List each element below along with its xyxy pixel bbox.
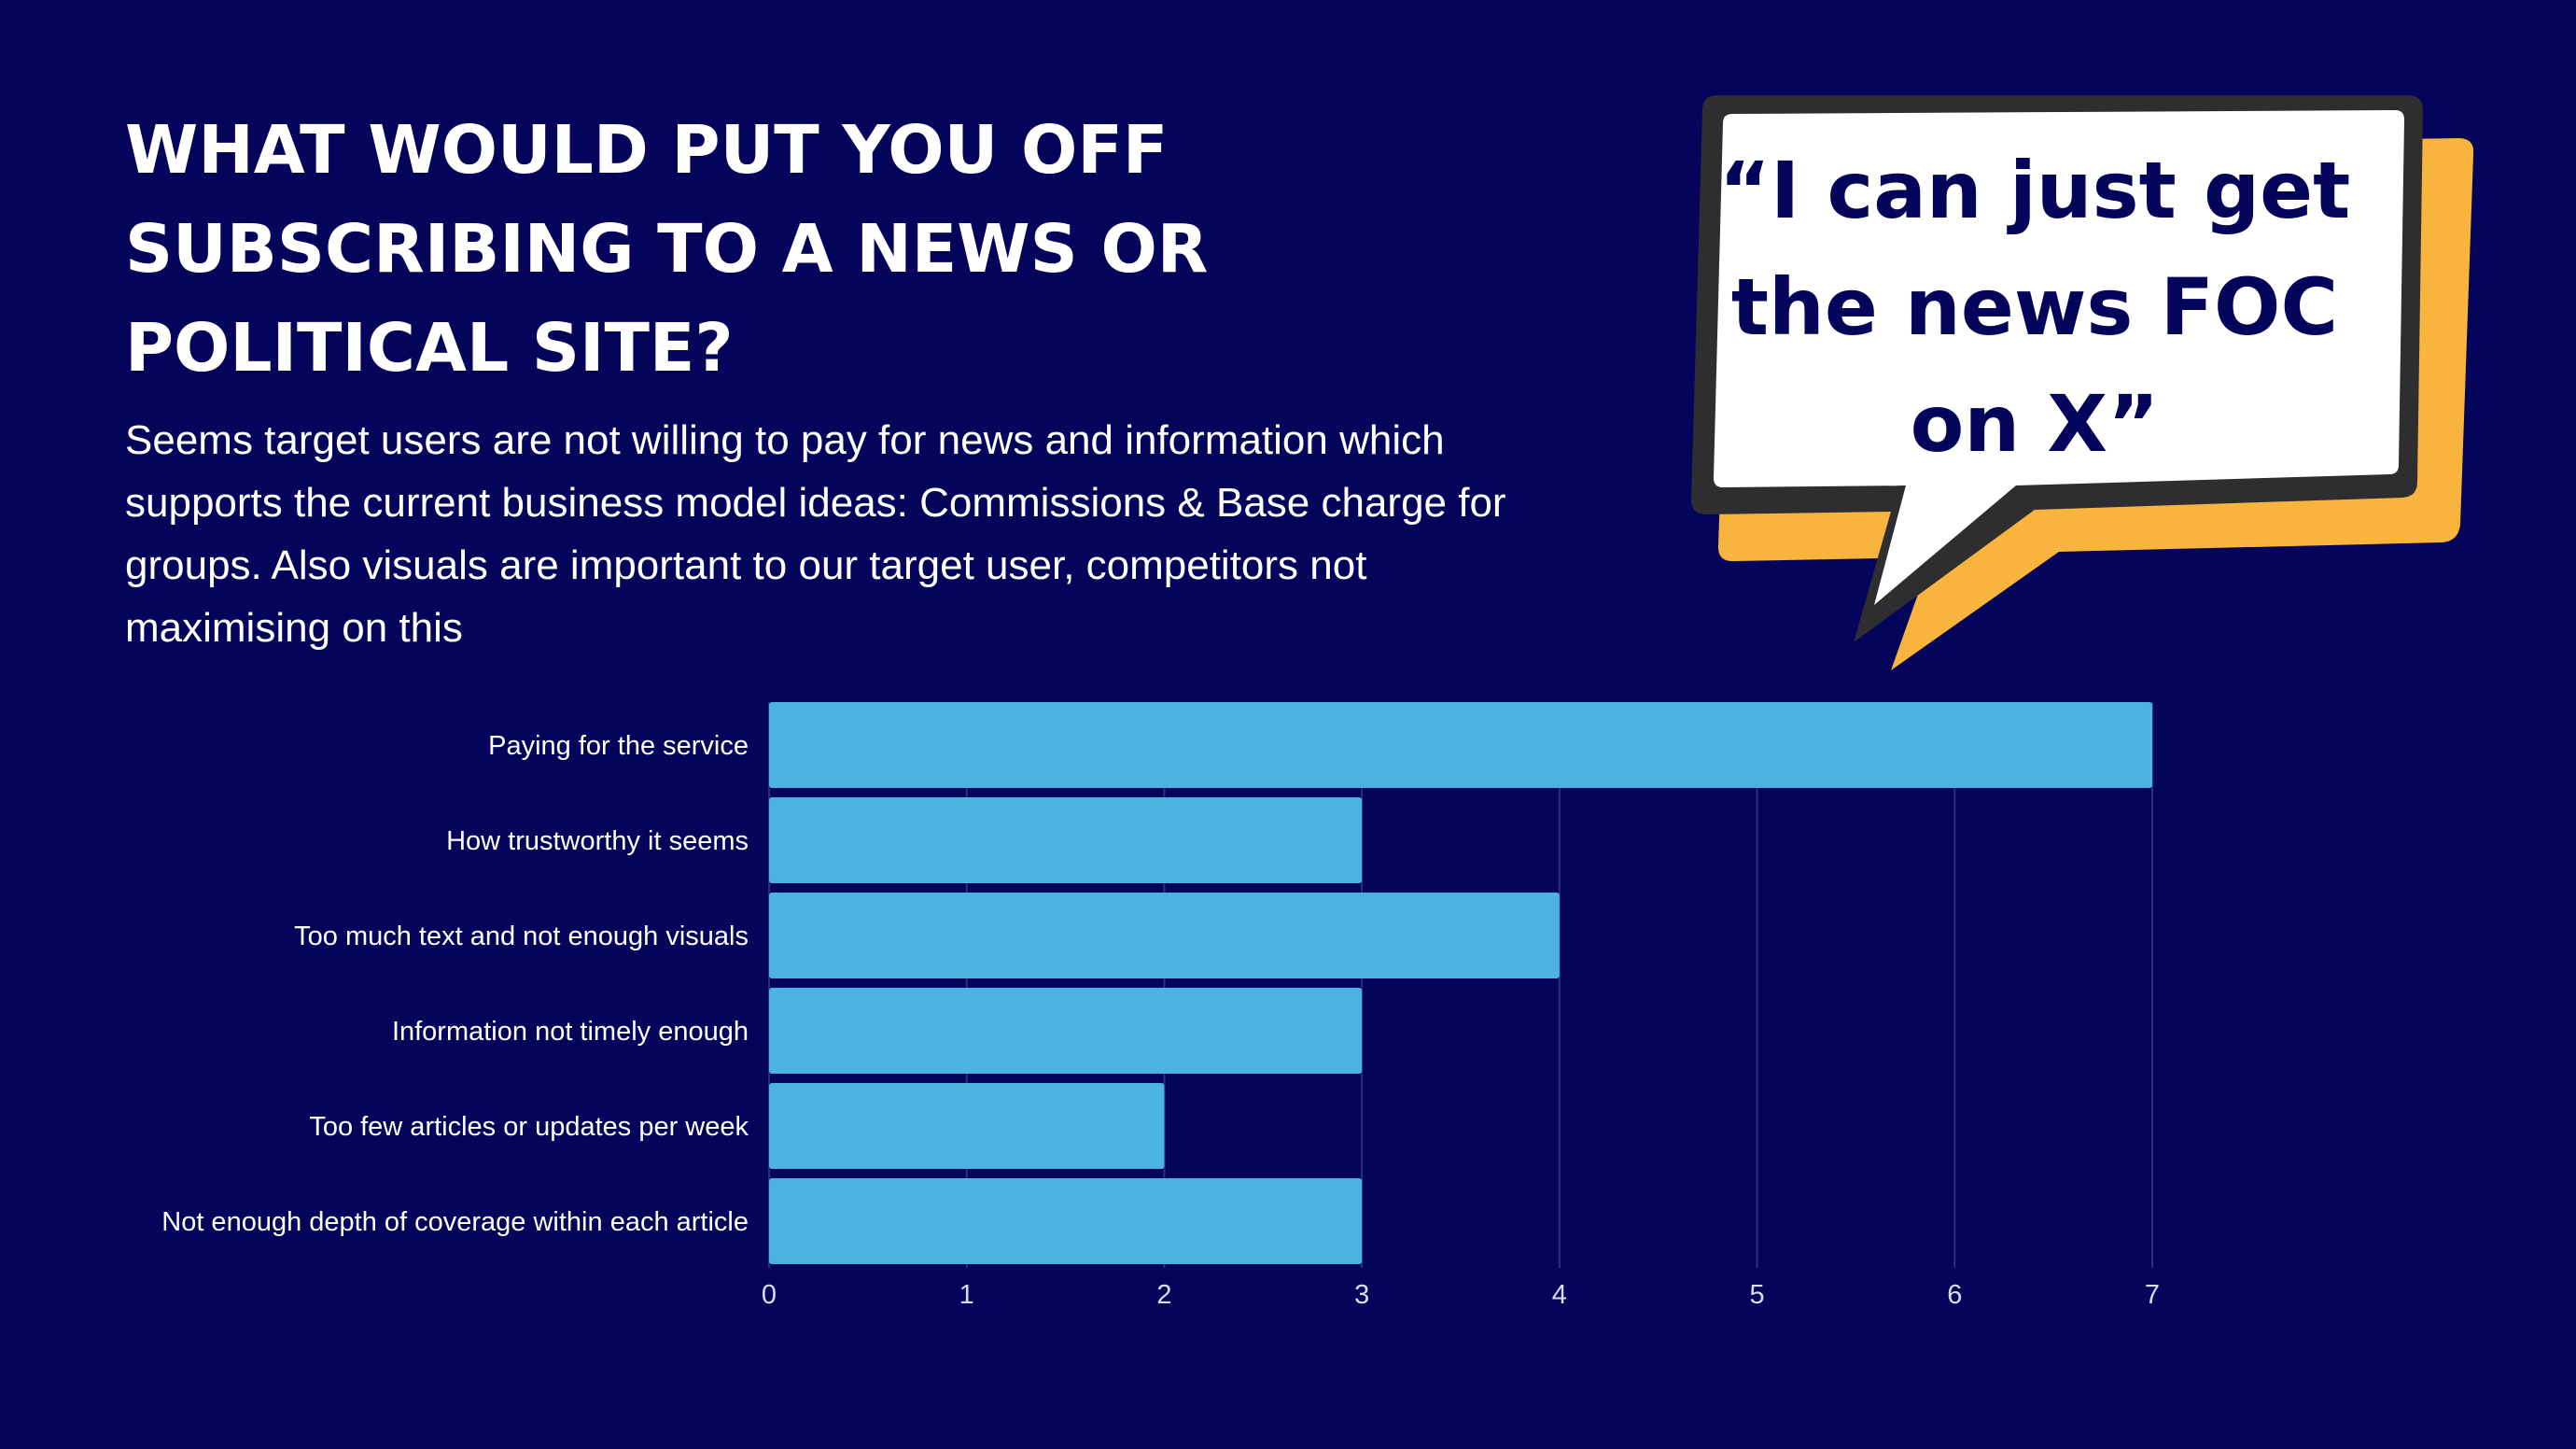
bar: [769, 988, 1363, 1074]
quote-text: “I can just get the news FOC on X”: [1708, 133, 2361, 483]
grid-lines: [768, 702, 2153, 1268]
quote-line: on X”: [1910, 378, 2160, 470]
x-tick-label: 4: [1552, 1280, 1567, 1310]
category-labels: Paying for the service How trustworthy it…: [161, 731, 749, 1237]
subtitle-line: supports the current business model idea…: [125, 480, 1506, 526]
bar: [769, 1083, 1165, 1169]
category-label: Too few articles or updates per week: [309, 1112, 749, 1142]
title-line: WHAT WOULD PUT YOU OFF: [125, 111, 1169, 189]
category-label: Paying for the service: [488, 731, 749, 761]
category-label: How trustworthy it seems: [446, 826, 749, 856]
category-label: Too much text and not enough visuals: [294, 921, 749, 951]
x-tick-label: 6: [1947, 1280, 1962, 1310]
title-line: POLITICAL SITE?: [125, 309, 734, 387]
bar: [769, 1178, 1363, 1264]
quote-line: “I can just get: [1718, 145, 2351, 236]
subtitle: Seems target users are not willing to pa…: [125, 409, 1618, 659]
category-label: Not enough depth of coverage within each…: [161, 1207, 749, 1237]
title-line: SUBSCRIBING TO A NEWS OR: [125, 210, 1209, 288]
x-tick-label: 1: [959, 1280, 974, 1310]
bar: [769, 893, 1560, 978]
bar: [769, 797, 1363, 883]
x-tick-labels: 0 1 2 3 4 5 6 7: [762, 1280, 2160, 1310]
category-label: Information not timely enough: [392, 1017, 749, 1047]
x-tick-label: 5: [1750, 1280, 1765, 1310]
subtitle-line: maximising on this: [125, 605, 463, 651]
x-tick-label: 2: [1156, 1280, 1171, 1310]
speech-bubble-fill: [1714, 110, 2404, 605]
quote-line: the news FOC: [1730, 261, 2339, 353]
x-tick-label: 7: [2145, 1280, 2160, 1310]
bars: [769, 702, 2152, 1264]
x-tick-label: 0: [762, 1280, 777, 1310]
page-title: WHAT WOULD PUT YOU OFF SUBSCRIBING TO A …: [125, 101, 1432, 398]
bar: [769, 702, 2152, 788]
subtitle-line: Seems target users are not willing to pa…: [125, 417, 1445, 463]
x-tick-label: 3: [1354, 1280, 1369, 1310]
speech-bubble: [1691, 95, 2473, 670]
subtitle-line: groups. Also visuals are important to ou…: [125, 542, 1367, 588]
